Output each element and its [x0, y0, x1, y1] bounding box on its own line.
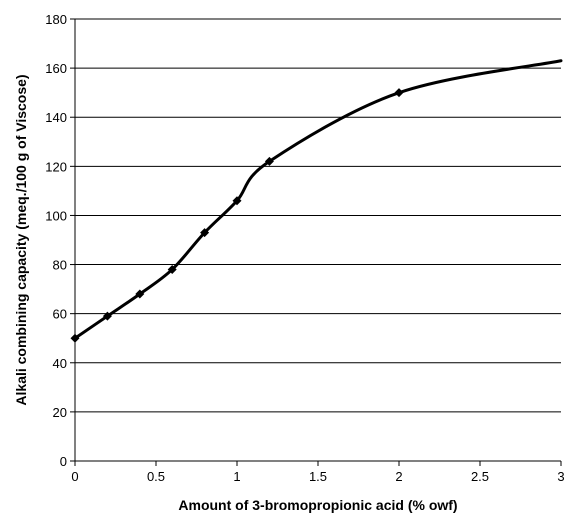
y-tick-label: 180 — [45, 12, 67, 27]
series-line — [73, 59, 563, 340]
x-tick-label: 1 — [233, 469, 240, 484]
data-point-marker-4 — [200, 228, 210, 238]
data-point-marker-2 — [135, 289, 145, 299]
gridlines — [75, 18, 561, 413]
x-tick-label: 2 — [395, 469, 402, 484]
data-point-marker-0 — [70, 333, 80, 343]
x-tick-label: 3 — [557, 469, 564, 484]
tick-labels: 0 0.5 1 1.5 2 2.5 3 0 20 40 60 80 100 120 140 160 180 — [45, 12, 564, 484]
axes — [74, 19, 561, 462]
y-tick-label: 80 — [53, 258, 67, 273]
data-point-marker-3 — [167, 264, 177, 274]
data-point-marker-7 — [394, 88, 404, 98]
data-point-marker-1 — [102, 311, 112, 321]
y-tick-label: 0 — [60, 454, 67, 469]
y-tick-label: 160 — [45, 61, 67, 76]
y-tick-label: 20 — [53, 405, 67, 420]
data-markers — [70, 88, 404, 343]
y-tick-label: 60 — [53, 307, 67, 322]
x-tick-label: 0 — [71, 469, 78, 484]
x-tick-label: 2.5 — [471, 469, 489, 484]
y-tick-label: 120 — [45, 159, 67, 174]
x-axis-title: Amount of 3-bromopropionic acid (% owf) — [178, 497, 457, 513]
x-tick-label: 1.5 — [309, 469, 327, 484]
data-point-marker-6 — [264, 156, 274, 166]
y-axis-title: Alkali combining capacity (meq./100 g of… — [13, 74, 29, 405]
data-point-marker-5 — [232, 196, 242, 206]
y-tick-label: 100 — [45, 208, 67, 223]
x-tick-label: 0.5 — [147, 469, 165, 484]
y-tick-label: 140 — [45, 110, 67, 125]
y-tick-label: 40 — [53, 356, 67, 371]
